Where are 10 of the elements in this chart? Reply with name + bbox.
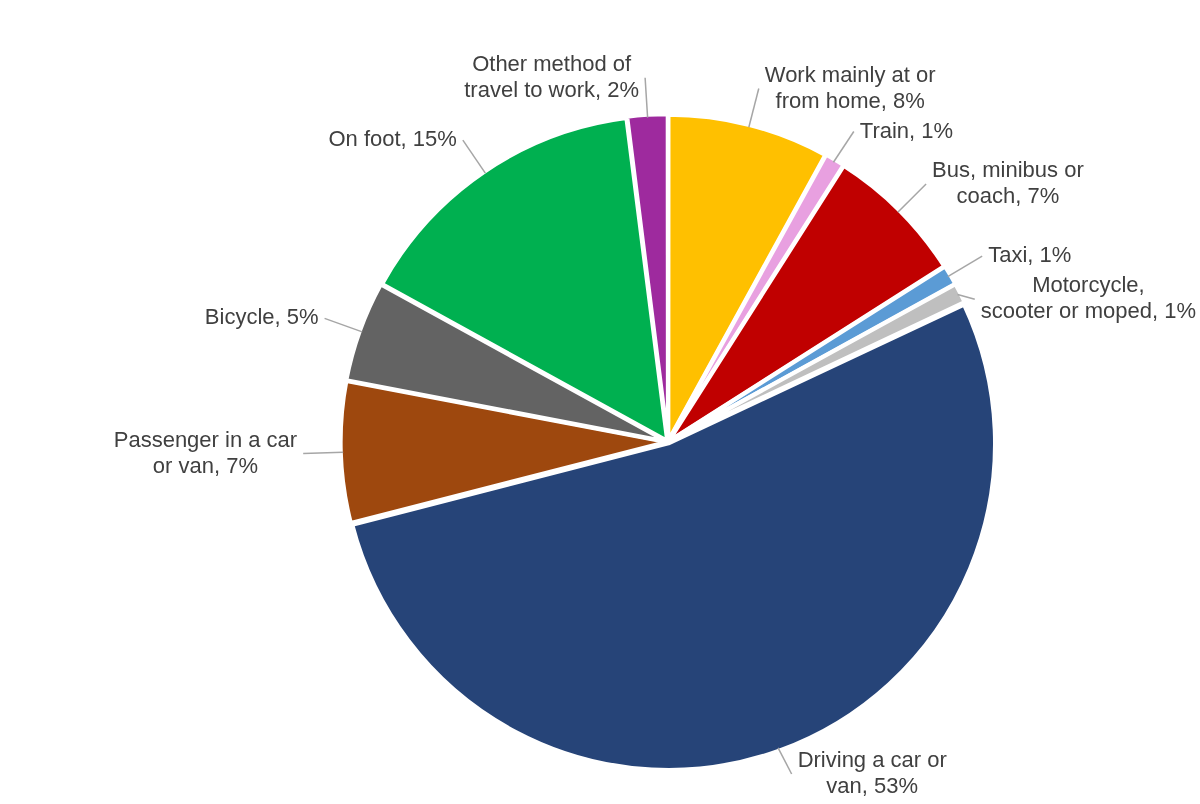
slice-label: Bus, minibus or coach, 7% (932, 156, 1084, 208)
slice-label: Train, 1% (859, 117, 954, 143)
slice-label: Work mainly at or from home, 8% (764, 61, 936, 113)
slice-label: Passenger in a car or van, 7% (113, 426, 298, 478)
slice-label: On foot, 15% (328, 126, 457, 152)
slice-label: Motorcycle, scooter or moped, 1% (980, 272, 1197, 324)
slice-label: Bicycle, 5% (204, 304, 319, 330)
slice-label: Other method of travel to work, 2% (464, 50, 640, 102)
slice-label: Driving a car or van, 53% (797, 747, 947, 799)
slice-label: Taxi, 1% (988, 242, 1072, 268)
